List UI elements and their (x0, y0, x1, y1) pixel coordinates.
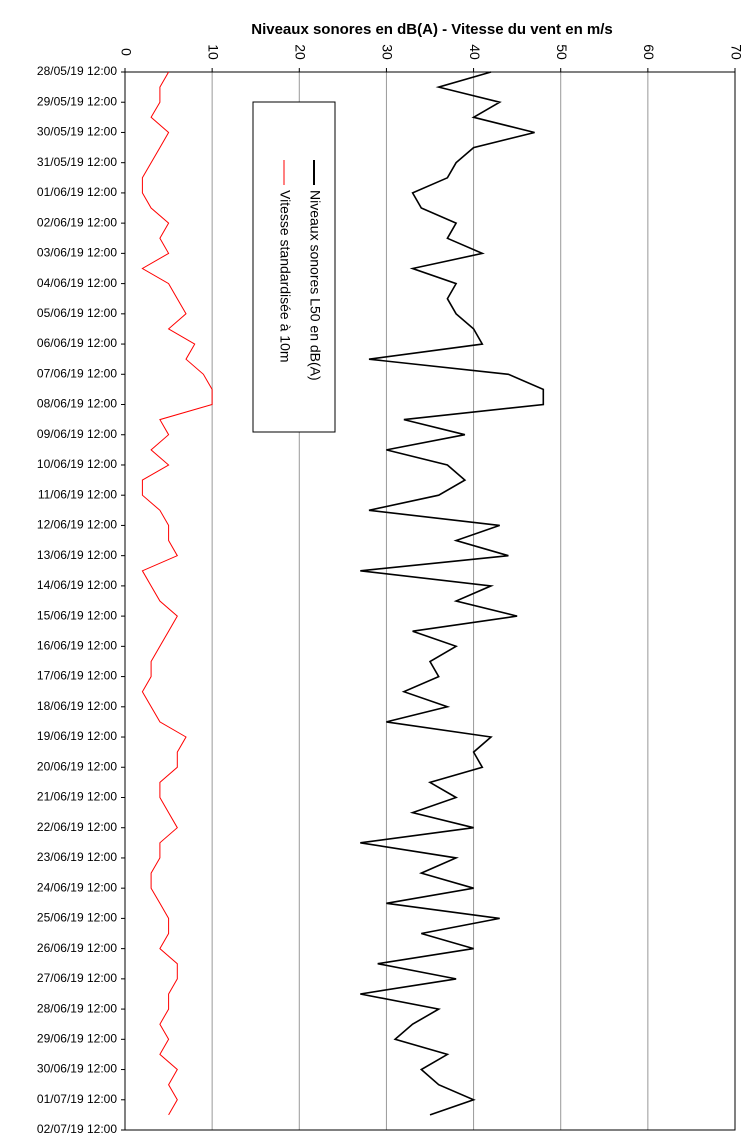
x-tick-label: 70 (728, 44, 742, 60)
x-tick-label: 20 (293, 44, 309, 60)
x-tick-label: 30 (380, 44, 396, 60)
y-tick-label: 31/05/19 12:00 (37, 155, 117, 169)
y-tick-label: 28/05/19 12:00 (37, 64, 117, 78)
y-tick-label: 12/06/19 12:00 (37, 518, 117, 532)
plot-border (124, 71, 736, 1131)
y-tick-label: 10/06/19 12:00 (37, 457, 117, 471)
y-tick-label: 13/06/19 12:00 (37, 548, 117, 562)
chart-title: Niveaux sonores en dB(A) - Vitesse du ve… (251, 21, 613, 38)
y-tick-label: 21/06/19 12:00 (37, 790, 117, 804)
y-tick-label: 06/06/19 12:00 (37, 336, 117, 350)
y-tick-label: 09/06/19 12:00 (37, 427, 117, 441)
y-tick-label: 28/06/19 12:00 (37, 1001, 117, 1015)
y-tick-label: 11/06/19 12:00 (38, 487, 118, 501)
y-tick-label: 18/06/19 12:00 (37, 699, 117, 713)
y-tick-label: 01/06/19 12:00 (37, 185, 117, 199)
y-tick-label: 26/06/19 12:00 (37, 941, 117, 955)
y-tick-label: 25/06/19 12:00 (37, 911, 117, 925)
y-tick-label: 23/06/19 12:00 (37, 850, 117, 864)
x-tick-label: 60 (641, 44, 657, 60)
y-tick-label: 29/06/19 12:00 (37, 1031, 117, 1045)
series-line (360, 71, 545, 1116)
x-tick-label: 0 (118, 48, 134, 56)
y-tick-label: 16/06/19 12:00 (37, 639, 117, 653)
y-tick-label: 29/05/19 12:00 (37, 94, 117, 108)
x-tick-label: 40 (467, 44, 483, 60)
y-tick-label: 15/06/19 12:00 (37, 608, 117, 622)
y-tick-label: 07/06/19 12:00 (37, 366, 117, 380)
y-tick-label: 04/06/19 12:00 (37, 276, 117, 290)
y-tick-label: 08/06/19 12:00 (37, 397, 117, 411)
y-tick-label: 05/06/19 12:00 (37, 306, 117, 320)
y-tick-label: 02/06/19 12:00 (37, 215, 117, 229)
series-line (141, 71, 213, 1116)
y-tick-label: 30/06/19 12:00 (37, 1062, 117, 1076)
y-tick-label: 30/05/19 12:00 (37, 125, 117, 139)
legend-label: Vitesse standardisée à 10m (277, 190, 293, 363)
y-tick-label: 24/06/19 12:00 (37, 880, 117, 894)
y-tick-label: 01/07/19 12:00 (37, 1092, 117, 1106)
y-tick-label: 14/06/19 12:00 (37, 578, 117, 592)
y-tick-label: 03/06/19 12:00 (37, 246, 117, 260)
y-tick-label: 19/06/19 12:00 (37, 729, 117, 743)
y-tick-label: 17/06/19 12:00 (37, 669, 117, 683)
legend-box (252, 101, 336, 433)
y-tick-label: 27/06/19 12:00 (37, 971, 117, 985)
y-tick-label: 02/07/19 12:00 (37, 1122, 117, 1136)
y-tick-label: 20/06/19 12:00 (37, 759, 117, 773)
legend-label: Niveaux sonores L50 en dB(A) (307, 190, 323, 381)
x-tick-label: 10 (205, 44, 221, 60)
y-tick-label: 22/06/19 12:00 (37, 820, 117, 834)
x-tick-label: 50 (554, 44, 570, 60)
